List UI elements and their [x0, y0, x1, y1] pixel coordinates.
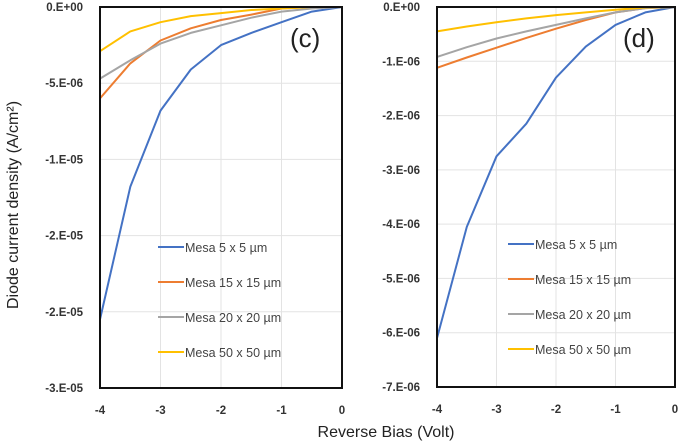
plot-frame	[436, 6, 676, 388]
x-tick-label: -1	[276, 405, 287, 417]
legend-label: Mesa 20 x 20 µm	[535, 308, 631, 322]
x-tick-label: 0	[339, 405, 345, 417]
x-tick-label: -3	[491, 404, 501, 416]
y-tick-label: 0.E+00	[46, 2, 83, 14]
y-tick-label: -3.E-05	[45, 383, 83, 395]
y-tick-label: -3.E-06	[382, 165, 420, 177]
y-tick-label: -6.E-06	[382, 328, 420, 340]
series-line	[436, 6, 676, 339]
y-tick-label: -7.E-06	[382, 382, 420, 394]
series-line	[436, 6, 676, 58]
legend-label: Mesa 50 x 50 µm	[535, 343, 631, 357]
y-tick-label: -2.E-06	[382, 111, 420, 123]
y-tick-label: -5.E-06	[382, 273, 420, 285]
y-tick-label: -2.E-05	[45, 231, 83, 243]
x-tick-label: -4	[432, 404, 443, 416]
legend-label: Mesa 15 x 15 µm	[535, 273, 631, 287]
plot-frame	[99, 6, 343, 389]
legend-label: Mesa 5 x 5 µm	[185, 241, 267, 255]
y-tick-label: 0.E+00	[383, 2, 420, 14]
panel-label: (c)	[290, 23, 320, 53]
series-line	[99, 6, 343, 80]
x-tick-label: -3	[155, 405, 165, 417]
x-tick-label: -1	[610, 404, 621, 416]
y-tick-label: -1.E-06	[382, 56, 420, 68]
legend-label: Mesa 50 x 50 µm	[185, 346, 281, 360]
y-tick-label: -2.E-05	[45, 307, 83, 319]
x-axis-title: Reverse Bias (Volt)	[318, 424, 455, 441]
chart-panel-c: -4 -3 -2 -1 0 0.E+00 -5.E-06 -1.E-05 -2.E-05 -2.E…	[45, 2, 345, 417]
x-tick-label: -2	[216, 405, 226, 417]
x-tick-label: -4	[95, 405, 106, 417]
chart-panel-d: -4 -3 -2 -1 0 0.E+00 -1.E-06 -2.E-06 -3.E-06 -4.E…	[382, 2, 678, 416]
legend-label: Mesa 15 x 15 µm	[185, 276, 281, 290]
series-line	[99, 6, 343, 320]
legend-label: Mesa 20 x 20 µm	[185, 311, 281, 325]
x-tick-label: 0	[672, 404, 678, 416]
y-tick-label: -1.E-05	[45, 154, 83, 166]
y-tick-label: -5.E-06	[45, 78, 83, 90]
x-tick-label: -2	[551, 404, 561, 416]
series-line	[436, 6, 676, 33]
panel-label: (d)	[623, 23, 655, 53]
y-tick-label: -4.E-06	[382, 219, 420, 231]
legend-label: Mesa 5 x 5 µm	[535, 238, 617, 252]
y-axis-title: Diode current density (A/cm²)	[5, 101, 22, 309]
